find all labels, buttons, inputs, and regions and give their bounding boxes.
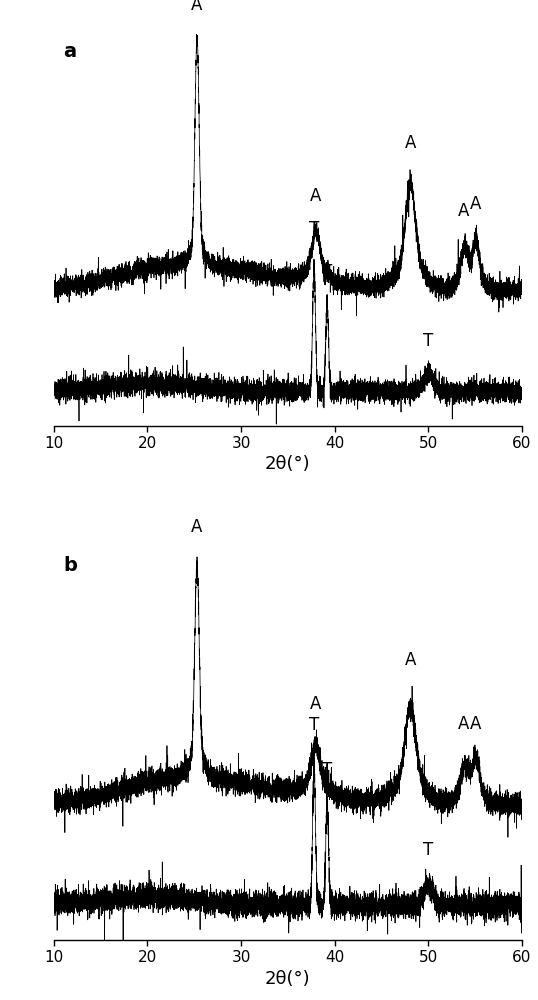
Text: a: a — [63, 42, 76, 61]
Text: T: T — [423, 841, 434, 859]
Text: A: A — [470, 715, 482, 733]
Text: T: T — [423, 332, 434, 350]
Text: A: A — [310, 187, 322, 205]
X-axis label: 2θ(°): 2θ(°) — [265, 455, 310, 473]
Text: T: T — [309, 220, 319, 238]
Text: b: b — [63, 556, 77, 575]
Text: A: A — [458, 715, 470, 733]
Text: A: A — [192, 518, 203, 536]
Text: A: A — [192, 0, 203, 14]
Text: T: T — [322, 761, 332, 779]
Text: A: A — [458, 202, 470, 220]
Text: T: T — [322, 263, 332, 281]
X-axis label: 2θ(°): 2θ(°) — [265, 970, 310, 988]
Text: A: A — [470, 195, 482, 213]
Text: A: A — [405, 651, 416, 669]
Text: T: T — [309, 716, 319, 734]
Text: A: A — [405, 134, 416, 152]
Text: A: A — [310, 695, 322, 713]
